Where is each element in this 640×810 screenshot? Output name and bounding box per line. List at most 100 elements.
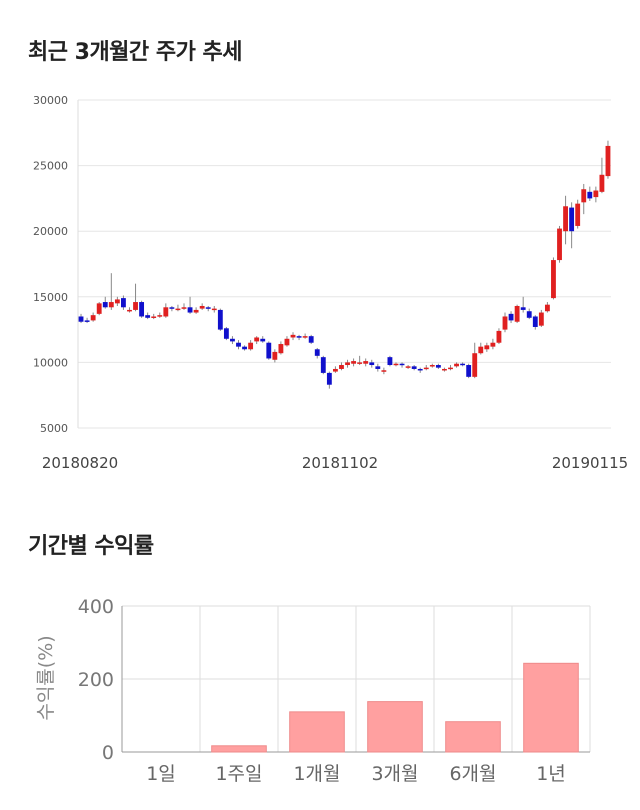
candle-body — [442, 368, 447, 371]
x-tick-label: 3개월 — [371, 763, 418, 785]
y-tick-label: 20000 — [33, 225, 68, 238]
candle-body — [332, 368, 338, 372]
candle-body — [417, 368, 423, 371]
x-tick-label: 20181102 — [302, 454, 378, 472]
candle-body — [563, 206, 568, 232]
candle-body — [339, 365, 344, 369]
candle-body — [217, 309, 223, 330]
candle-body — [254, 337, 260, 342]
candle-body — [260, 338, 266, 342]
candle-body — [599, 174, 605, 192]
candle-body — [544, 304, 550, 312]
y-axis-label: 수익률(%) — [35, 635, 57, 720]
candle-body — [139, 302, 145, 317]
candle-body — [108, 302, 114, 308]
price-trend-title: 최근 3개월간 주가 추세 — [28, 40, 242, 65]
x-tick-label: 1년 — [536, 763, 566, 785]
returns-chart: 400 200 0 1일 1주일 1개월 3개월 6개월 1년 수익률(%) — [35, 596, 591, 785]
candle-body — [538, 312, 544, 326]
candle-body — [296, 336, 302, 338]
candle-body — [502, 316, 508, 330]
candle-body — [169, 307, 175, 309]
candle-body — [272, 351, 278, 360]
candle-body — [532, 316, 538, 327]
candle-body — [175, 308, 181, 311]
return-bar — [523, 662, 579, 753]
candle-body — [478, 346, 484, 354]
price-trend-chart: 30000 25000 20000 15000 10000 5000 20180820 20… — [33, 94, 628, 472]
candle-body — [466, 365, 472, 377]
candle-body — [163, 307, 169, 317]
candle-body — [484, 345, 490, 350]
candle-body — [248, 342, 254, 350]
candle-body — [320, 357, 326, 373]
y-tick-label: 200 — [78, 669, 114, 691]
candle-body — [557, 228, 562, 261]
candle-body — [423, 367, 429, 370]
candle-body — [90, 315, 96, 321]
candle-body — [381, 370, 387, 372]
candle-body — [133, 302, 138, 310]
candle-body — [472, 353, 478, 377]
candle-body — [569, 207, 575, 232]
candle-body — [278, 344, 284, 354]
candle-body — [102, 302, 108, 308]
candle-body — [575, 203, 581, 226]
y-tick-label: 30000 — [33, 94, 68, 107]
candle-body — [526, 311, 532, 318]
candle-body — [587, 191, 593, 199]
candle-body — [375, 366, 381, 369]
x-tick-label: 1개월 — [293, 763, 340, 785]
candle-body — [199, 305, 205, 309]
y-tick-label: 0 — [102, 742, 114, 764]
candle-body — [290, 334, 296, 338]
candle-body — [357, 362, 363, 364]
candle-body — [78, 316, 84, 322]
candle-body — [302, 336, 308, 338]
candle-body — [363, 361, 369, 364]
return-bar — [367, 701, 423, 753]
candle-body — [145, 315, 151, 318]
candle-body — [223, 328, 229, 339]
return-bar — [211, 745, 267, 753]
candle-body — [593, 190, 599, 198]
candle-body — [448, 367, 453, 370]
returns-title: 기간별 수익률 — [28, 534, 154, 559]
candle-body — [157, 315, 163, 317]
candle-body — [242, 346, 247, 350]
candle-body — [96, 303, 102, 314]
candle-body — [411, 366, 417, 369]
x-tick-label: 20180820 — [42, 454, 118, 472]
candle-body — [508, 313, 514, 321]
candle-body — [551, 260, 556, 299]
candle-body — [520, 307, 526, 310]
candle-body — [326, 372, 332, 385]
return-bar — [445, 721, 501, 753]
candle-body — [496, 330, 502, 343]
candle-body — [369, 362, 375, 366]
x-tick-label: 1일 — [146, 763, 176, 785]
candle-body — [454, 363, 459, 367]
candle-body — [127, 309, 132, 312]
candle-body — [393, 363, 399, 366]
y-tick-label: 15000 — [33, 291, 68, 304]
candle-body — [399, 363, 405, 366]
candle-body — [605, 145, 611, 177]
candle-body — [308, 336, 314, 343]
candle-body — [211, 308, 217, 311]
candle-body — [114, 299, 120, 304]
candle-body — [284, 338, 290, 346]
candle-body — [460, 363, 466, 366]
candle-body — [514, 305, 520, 322]
y-tick-label: 10000 — [33, 356, 68, 369]
candle-body — [151, 316, 157, 318]
candle-body — [314, 349, 320, 356]
candle-body — [230, 338, 235, 342]
candle-body — [266, 342, 272, 359]
candle-body — [181, 307, 187, 309]
candle-body — [236, 342, 241, 347]
candle-body — [351, 361, 357, 364]
candle-body — [187, 307, 193, 313]
candle-body — [429, 365, 435, 367]
candle-body — [205, 307, 211, 309]
